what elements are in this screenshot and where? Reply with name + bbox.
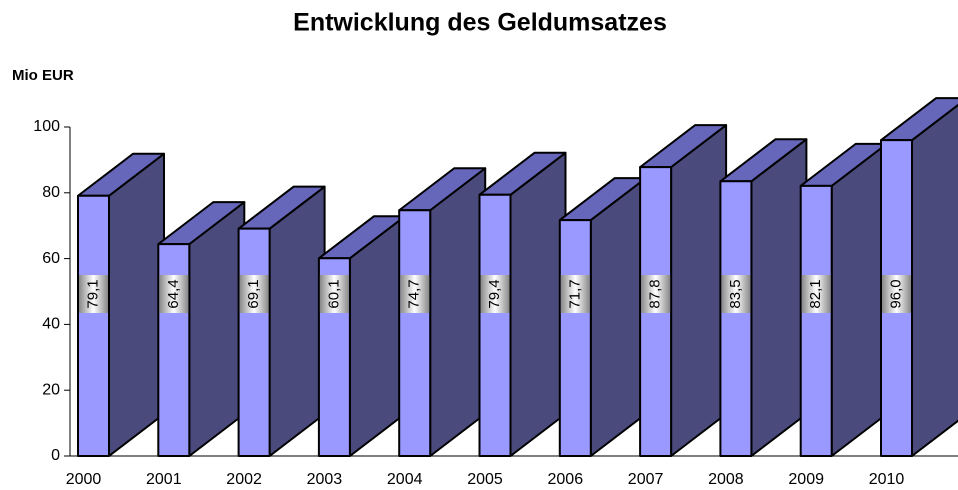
value-label: 96,0	[887, 279, 904, 308]
bar-side	[589, 177, 647, 457]
x-tick-label: 2001	[146, 471, 182, 488]
value-label: 71,7	[566, 279, 583, 308]
value-label-box	[641, 275, 671, 313]
value-label: 87,8	[647, 279, 664, 308]
value-label-box	[79, 275, 108, 313]
bar-side	[108, 152, 165, 457]
y-tick-label: 100	[33, 118, 60, 135]
value-label-box	[159, 275, 189, 313]
y-tick-label: 0	[51, 447, 60, 464]
bar-front	[558, 219, 592, 457]
bar-front	[77, 194, 110, 458]
y-tick-label: 40	[42, 316, 60, 333]
value-label: 79,4	[486, 279, 503, 308]
value-label-box	[319, 275, 349, 313]
bar-front	[719, 180, 753, 457]
x-tick-label: 2002	[226, 471, 262, 488]
value-label-box	[239, 275, 269, 313]
bar	[398, 167, 487, 457]
y-tick-label: 60	[42, 250, 60, 267]
x-tick-label: 2009	[788, 471, 824, 488]
value-label: 69,1	[245, 279, 262, 308]
value-label: 82,1	[807, 279, 824, 308]
bar	[478, 151, 567, 458]
bar-front	[398, 209, 432, 457]
y-tick-label: 80	[42, 184, 60, 201]
value-label: 60,1	[325, 279, 342, 308]
value-label-box	[480, 275, 510, 313]
chart-title: Entwicklung des Geldumsatzes	[293, 9, 667, 37]
bar	[558, 177, 647, 457]
value-label: 64,4	[165, 279, 182, 308]
value-label-box	[801, 275, 831, 313]
bar-front	[237, 227, 271, 457]
bar	[77, 152, 165, 458]
bar-side	[429, 167, 487, 457]
x-tick-label: 2003	[307, 471, 343, 488]
bar	[719, 138, 808, 457]
value-label-box	[560, 275, 590, 313]
bar-side	[509, 151, 567, 457]
value-label: 74,7	[406, 279, 423, 308]
bar-side	[188, 201, 246, 457]
bar-side	[670, 124, 728, 457]
x-tick-label: 2006	[548, 471, 584, 488]
x-tick-label: 2007	[628, 471, 664, 488]
bar	[639, 124, 728, 457]
x-tick-label: 2000	[66, 471, 102, 488]
bar-side	[830, 142, 888, 457]
x-tick-label: 2004	[387, 471, 423, 488]
x-tick-label: 2008	[708, 471, 744, 488]
bar-front	[478, 193, 512, 458]
x-tick-label: 2010	[869, 471, 905, 488]
bar	[157, 201, 246, 457]
x-tick-label: 2005	[467, 471, 503, 488]
y-tick-label: 20	[42, 381, 60, 398]
y-axis-label: Mio EUR	[12, 67, 74, 84]
value-label-box	[882, 275, 911, 313]
bar-side	[750, 138, 808, 457]
value-label-box	[400, 275, 430, 313]
bar	[237, 185, 326, 457]
bar	[317, 215, 406, 457]
bar-front	[799, 184, 833, 458]
value-label: 83,5	[727, 279, 744, 308]
value-label: 79,1	[84, 279, 101, 308]
bar-side	[268, 185, 326, 457]
bar-side	[911, 103, 958, 457]
value-label-box	[721, 275, 751, 313]
